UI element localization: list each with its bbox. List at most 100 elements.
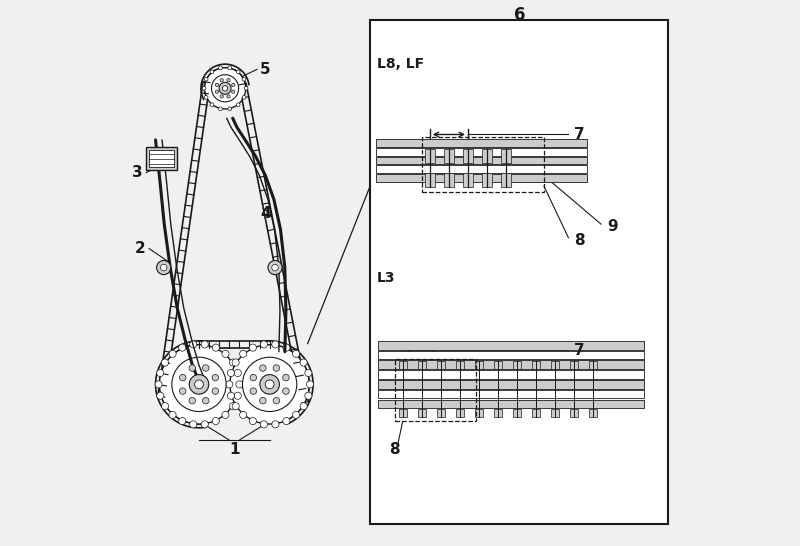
Bar [482, 173, 492, 187]
Circle shape [260, 365, 266, 371]
Bar [570, 409, 578, 417]
Circle shape [234, 392, 242, 399]
Bar [146, 147, 178, 170]
Bar [444, 173, 454, 187]
Bar [501, 149, 511, 163]
Circle shape [202, 86, 206, 90]
Bar [418, 361, 426, 369]
Circle shape [215, 84, 218, 87]
Circle shape [212, 388, 218, 394]
Circle shape [227, 79, 230, 82]
Bar [394, 359, 476, 422]
Circle shape [260, 397, 266, 404]
Bar [482, 149, 492, 163]
Circle shape [162, 359, 169, 366]
Circle shape [172, 357, 226, 412]
Circle shape [232, 402, 239, 410]
Text: 4: 4 [260, 206, 270, 221]
Circle shape [230, 402, 237, 410]
Circle shape [242, 96, 246, 99]
Circle shape [202, 397, 209, 404]
Circle shape [212, 344, 219, 351]
Bar [375, 165, 587, 173]
Circle shape [260, 341, 267, 348]
Circle shape [260, 421, 267, 428]
Circle shape [194, 380, 203, 389]
Circle shape [157, 370, 164, 377]
Circle shape [157, 392, 164, 399]
Circle shape [228, 66, 232, 70]
Circle shape [218, 107, 222, 111]
Circle shape [155, 381, 162, 388]
Circle shape [272, 341, 279, 348]
Circle shape [305, 370, 312, 377]
Bar [378, 351, 645, 359]
Circle shape [236, 103, 240, 106]
Bar [370, 20, 668, 524]
Circle shape [283, 418, 290, 425]
Bar [378, 360, 645, 369]
Circle shape [228, 107, 232, 111]
Circle shape [300, 359, 307, 366]
Circle shape [204, 78, 208, 81]
Circle shape [189, 365, 195, 371]
Circle shape [220, 79, 223, 82]
Bar [532, 361, 540, 369]
Bar [551, 409, 558, 417]
Circle shape [283, 344, 290, 351]
Circle shape [201, 341, 208, 348]
Bar [456, 361, 463, 369]
Circle shape [250, 375, 257, 381]
Circle shape [219, 82, 231, 94]
Circle shape [222, 411, 229, 418]
Circle shape [230, 359, 237, 366]
Bar [437, 361, 445, 369]
Bar [463, 149, 473, 163]
Circle shape [215, 90, 218, 93]
Circle shape [232, 84, 235, 87]
Bar [501, 173, 511, 187]
Circle shape [161, 264, 167, 271]
Bar [494, 361, 502, 369]
Text: 2: 2 [135, 241, 146, 256]
Circle shape [227, 392, 234, 399]
Text: 7: 7 [574, 343, 585, 358]
Bar [375, 174, 587, 182]
Circle shape [240, 351, 246, 358]
Bar [375, 148, 587, 156]
Bar [570, 361, 578, 369]
Circle shape [268, 260, 282, 275]
Bar [475, 409, 482, 417]
Circle shape [250, 388, 257, 394]
Bar [378, 400, 645, 408]
Circle shape [159, 345, 238, 424]
Circle shape [178, 418, 186, 425]
Text: 8: 8 [390, 442, 400, 457]
Circle shape [162, 402, 169, 410]
Bar [513, 361, 521, 369]
Bar [532, 409, 540, 417]
Bar [437, 409, 445, 417]
Circle shape [218, 66, 222, 70]
Bar [375, 139, 587, 147]
Circle shape [234, 370, 242, 377]
Circle shape [282, 388, 289, 394]
Circle shape [293, 351, 300, 358]
Circle shape [210, 103, 214, 106]
Circle shape [272, 421, 279, 428]
Circle shape [250, 418, 257, 425]
Bar [494, 409, 502, 417]
Circle shape [227, 95, 230, 98]
Circle shape [232, 90, 235, 93]
Bar [444, 149, 454, 163]
Bar [378, 380, 645, 389]
Text: 3: 3 [132, 165, 143, 180]
Circle shape [190, 375, 209, 394]
Bar [418, 409, 426, 417]
Text: L3: L3 [377, 271, 396, 286]
Circle shape [242, 78, 246, 81]
Circle shape [306, 381, 314, 388]
Text: L8, LF: L8, LF [377, 57, 424, 71]
Circle shape [273, 397, 280, 404]
Bar [425, 173, 434, 187]
